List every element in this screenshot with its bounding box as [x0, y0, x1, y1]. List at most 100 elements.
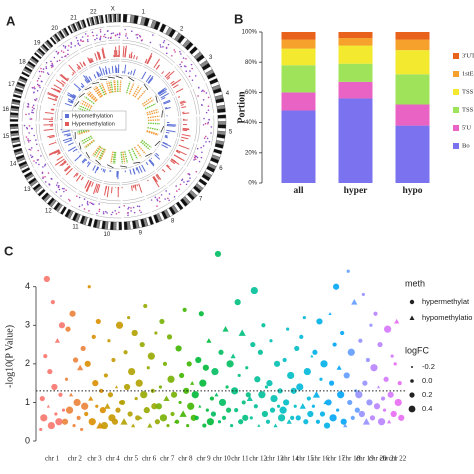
point: [95, 318, 101, 325]
track-dot: [33, 86, 36, 88]
hypo-bar: [88, 76, 93, 81]
x-tick-label: chr 13: [266, 455, 284, 463]
point: [358, 410, 365, 418]
link: [74, 101, 80, 107]
track-outline: [122, 196, 145, 202]
track-dot: [32, 111, 34, 114]
track-dot: [133, 211, 136, 214]
hyper-bar: [61, 85, 64, 87]
legend-swatch: [453, 71, 459, 77]
track-dot: [160, 194, 163, 196]
point: [47, 421, 55, 430]
track-dot: [89, 201, 91, 204]
track-dot: [32, 87, 34, 89]
x-tick-label: chr 6: [142, 455, 157, 463]
point: [270, 394, 278, 403]
hyper-bar: [98, 52, 102, 60]
bar-segment: [338, 38, 373, 46]
track-dot: [29, 149, 32, 151]
hypo-bar: [67, 100, 74, 104]
link: [78, 142, 82, 150]
point: [115, 321, 124, 329]
track-outline: [41, 88, 47, 104]
track-dot: [196, 147, 199, 150]
legend-label: TSS: [462, 106, 474, 113]
track-dot: [60, 195, 62, 197]
y-tick-label: 4: [25, 281, 30, 291]
track-dot: [83, 208, 86, 210]
point: [39, 427, 43, 432]
hyper-bar: [173, 84, 179, 89]
track-outline: [56, 108, 59, 122]
hyper-bar: [130, 51, 133, 59]
legend-label: 1stE: [462, 70, 474, 77]
track-dot: [28, 148, 31, 151]
track-dot: [164, 198, 166, 200]
hypo-bar: [101, 168, 103, 170]
point-triangle: [299, 403, 306, 409]
bar-segment: [281, 39, 316, 49]
x-tick-label: chr 17: [327, 455, 345, 463]
hypo-bar: [70, 94, 76, 99]
track-dot: [182, 57, 185, 59]
point: [55, 418, 63, 426]
track-dot: [87, 40, 89, 43]
track-outline: [86, 176, 103, 184]
track-dot: [26, 105, 29, 108]
track-outline: [177, 176, 198, 198]
track-outline: [121, 60, 142, 67]
point: [361, 292, 365, 297]
track-dot: [206, 137, 209, 140]
point: [237, 373, 241, 378]
track-outline: [75, 93, 81, 102]
track-dot: [39, 75, 41, 77]
track-dot: [179, 63, 181, 66]
hyper-bar: [54, 150, 60, 154]
track-outline: [58, 95, 64, 108]
point: [217, 420, 222, 424]
panel-label: A: [6, 13, 16, 28]
hypo-bar: [108, 67, 111, 74]
ideogram-band: [24, 171, 33, 178]
track-dot: [159, 44, 162, 46]
point-triangle: [273, 423, 278, 428]
hypo-bar: [160, 93, 169, 99]
track-outline: [121, 181, 139, 186]
track-outline: [54, 108, 57, 122]
track-dot: [197, 95, 199, 97]
track-outline: [81, 86, 88, 93]
link: [155, 95, 158, 103]
hyper-bar: [47, 134, 55, 138]
track-outline: [61, 83, 69, 94]
hypo-bar: [87, 161, 90, 164]
point: [43, 354, 48, 359]
track-dot: [141, 39, 144, 41]
chromosome-label: 3: [209, 55, 213, 61]
legend-label: -0.2: [422, 362, 435, 371]
point-triangle: [54, 338, 61, 343]
legend-swatch: [453, 125, 459, 131]
track-outline: [140, 172, 157, 182]
track-outline: [174, 66, 190, 89]
point: [178, 400, 182, 405]
hypo-bar: [149, 159, 155, 166]
point: [277, 414, 286, 422]
track-dot: [25, 126, 28, 129]
hypo-bar: [157, 87, 166, 94]
track-dot: [31, 106, 34, 108]
hypo-bar: [161, 144, 168, 149]
track-dot: [188, 180, 190, 182]
track-dot: [204, 122, 207, 125]
point-triangle: [104, 403, 111, 409]
point: [195, 356, 202, 364]
track-outline: [167, 166, 184, 184]
gene-label-mark: [105, 81, 111, 94]
legend-title: logFC: [405, 345, 430, 355]
track-outline: [121, 42, 150, 50]
track-dot: [104, 33, 106, 36]
point: [362, 380, 368, 386]
hyper-bar: [176, 149, 187, 156]
track-dot: [191, 79, 194, 82]
ideogram-band: [41, 192, 50, 201]
